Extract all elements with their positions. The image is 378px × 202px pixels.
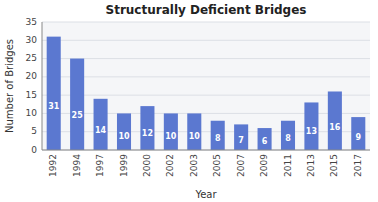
x-tick-label: 2007 <box>236 154 246 177</box>
bar <box>94 99 108 150</box>
chart-container: 0 5 10 15 20 25 30 35 31 25 14 10 12 10 10 8 7 6 8 13 16 9 199… <box>0 0 378 202</box>
y-tick-label: 15 <box>26 90 37 100</box>
x-tick-label: 1992 <box>48 154 58 177</box>
bars <box>47 37 366 150</box>
title: Structurally Deficient Bridges <box>106 3 307 17</box>
data-label: 16 <box>329 123 341 132</box>
bar <box>140 106 154 150</box>
x-tick-label: 2000 <box>142 154 152 177</box>
x-tick-label: 2003 <box>189 154 199 177</box>
y-tick-label: 30 <box>26 35 38 45</box>
data-label: 9 <box>355 133 361 142</box>
x-tick-label: 1999 <box>119 154 129 177</box>
x-tick-label: 2015 <box>329 154 339 177</box>
x-axis-line <box>42 150 370 151</box>
grid-line <box>42 76 370 77</box>
bar <box>164 113 178 150</box>
y-axis-label: Number of Bridges <box>4 39 15 133</box>
x-axis-label: Year <box>194 189 217 200</box>
bar <box>328 91 342 150</box>
grid-line <box>42 150 370 151</box>
x-tick-label: 2002 <box>165 154 175 177</box>
y-tick-label: 5 <box>31 126 37 136</box>
grid-line <box>42 131 370 132</box>
data-label: 12 <box>142 129 153 138</box>
x-tick-label: 2009 <box>259 154 269 177</box>
data-label: 10 <box>189 132 201 141</box>
data-label: 14 <box>95 126 107 135</box>
data-label: 13 <box>306 127 317 136</box>
y-tick-label: 25 <box>26 53 37 63</box>
data-label: 7 <box>238 136 244 145</box>
bar <box>187 113 201 150</box>
x-tick-label: 1997 <box>95 154 105 177</box>
bar <box>304 102 318 150</box>
data-label: 10 <box>165 132 177 141</box>
bar <box>351 117 365 150</box>
data-label: 8 <box>215 134 221 143</box>
plot-background <box>42 22 370 150</box>
chart-svg: 0 5 10 15 20 25 30 35 31 25 14 10 12 10 10 8 7 6 8 13 16 9 199… <box>0 0 378 202</box>
grid-line <box>42 113 370 114</box>
x-tick-label: 1994 <box>72 154 82 177</box>
y-tick-label: 35 <box>26 17 37 27</box>
data-label: 6 <box>262 137 268 146</box>
grid-line <box>42 22 370 23</box>
y-tick-label: 20 <box>26 71 38 81</box>
data-label: 8 <box>285 134 291 143</box>
grid-line <box>42 95 370 96</box>
bar <box>117 113 131 150</box>
x-tick-label: 2017 <box>353 154 363 177</box>
data-label: 10 <box>118 132 130 141</box>
y-axis-line <box>42 22 43 150</box>
grid-line <box>42 40 370 41</box>
x-tick-label: 2011 <box>283 154 293 177</box>
data-label: 31 <box>48 102 60 111</box>
bar <box>281 121 295 150</box>
bar <box>47 37 61 150</box>
x-tick-label: 2005 <box>212 154 222 177</box>
bar <box>211 121 225 150</box>
grid-line <box>42 58 370 59</box>
bar <box>234 124 248 150</box>
y-tick-label: 0 <box>31 145 37 155</box>
x-tick-label: 2013 <box>306 154 316 177</box>
y-tick-label: 10 <box>26 108 38 118</box>
data-label: 25 <box>72 111 84 120</box>
bar <box>70 59 84 150</box>
bar <box>258 128 272 150</box>
